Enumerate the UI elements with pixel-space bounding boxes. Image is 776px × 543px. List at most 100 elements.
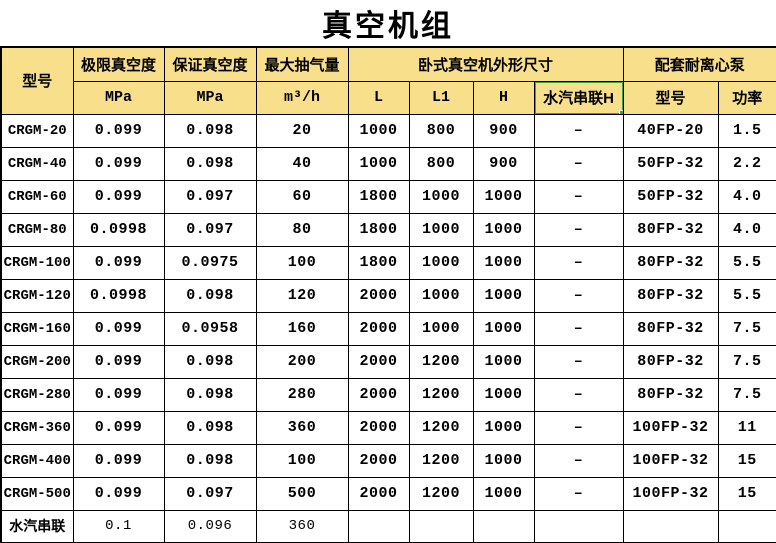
ultimate-vacuum-cell[interactable]: 0.1 [72, 509, 165, 543]
model-cell[interactable]: CRGM-40 [0, 146, 74, 181]
capacity-cell[interactable]: 100 [255, 245, 349, 280]
header-unit-mpa-2[interactable]: MPa [163, 80, 257, 115]
pump-model-cell[interactable]: 100FP-32 [622, 410, 719, 445]
dim-l-cell[interactable]: 2000 [347, 443, 410, 478]
model-cell[interactable]: CRGM-120 [0, 278, 74, 313]
dim-h-cell[interactable] [472, 509, 535, 543]
model-cell[interactable]: CRGM-200 [0, 344, 74, 379]
model-cell[interactable]: CRGM-60 [0, 179, 74, 214]
dim-l1-cell[interactable]: 1000 [408, 278, 474, 313]
ultimate-vacuum-cell[interactable]: 0.099 [72, 344, 165, 379]
pump-power-cell[interactable]: 11 [717, 410, 776, 445]
dim-h-cell[interactable]: 1000 [472, 344, 535, 379]
pump-power-cell[interactable]: 15 [717, 443, 776, 478]
pump-model-cell[interactable] [622, 509, 719, 543]
header-pump-power[interactable]: 功率 [717, 80, 776, 115]
ultimate-vacuum-cell[interactable]: 0.099 [72, 476, 165, 511]
dim-l1-cell[interactable]: 1000 [408, 311, 474, 346]
capacity-cell[interactable]: 40 [255, 146, 349, 181]
model-cell[interactable]: 水汽串联 [0, 509, 74, 543]
dim-l1-cell[interactable]: 1200 [408, 344, 474, 379]
model-cell[interactable]: CRGM-20 [0, 113, 74, 148]
pump-power-cell[interactable]: 4.0 [717, 179, 776, 214]
dim-l1-cell[interactable]: 800 [408, 146, 474, 181]
capacity-cell[interactable]: 360 [255, 509, 349, 543]
guaranteed-vacuum-cell[interactable]: 0.098 [163, 278, 257, 313]
capacity-cell[interactable]: 500 [255, 476, 349, 511]
dim-l1-cell[interactable]: 1000 [408, 245, 474, 280]
ultimate-vacuum-cell[interactable]: 0.099 [72, 443, 165, 478]
guaranteed-vacuum-cell[interactable]: 0.098 [163, 146, 257, 181]
pump-power-cell[interactable]: 4.0 [717, 212, 776, 247]
dim-h-cell[interactable]: 900 [472, 113, 535, 148]
guaranteed-vacuum-cell[interactable]: 0.097 [163, 476, 257, 511]
series-h-cell[interactable]: – [533, 476, 624, 511]
pump-model-cell[interactable]: 80FP-32 [622, 344, 719, 379]
capacity-cell[interactable]: 280 [255, 377, 349, 412]
dim-l-cell[interactable]: 2000 [347, 410, 410, 445]
pump-power-cell[interactable]: 1.5 [717, 113, 776, 148]
model-cell[interactable]: CRGM-500 [0, 476, 74, 511]
pump-model-cell[interactable]: 80FP-32 [622, 212, 719, 247]
dim-l1-cell[interactable]: 1200 [408, 377, 474, 412]
capacity-cell[interactable]: 60 [255, 179, 349, 214]
dim-l-cell[interactable]: 2000 [347, 377, 410, 412]
ultimate-vacuum-cell[interactable]: 0.099 [72, 311, 165, 346]
dim-h-cell[interactable]: 1000 [472, 245, 535, 280]
ultimate-vacuum-cell[interactable]: 0.0998 [72, 212, 165, 247]
header-pump-group[interactable]: 配套耐离心泵 [622, 46, 776, 82]
model-cell[interactable]: CRGM-80 [0, 212, 74, 247]
dim-l-cell[interactable]: 1800 [347, 245, 410, 280]
header-guaranteed-vacuum[interactable]: 保证真空度 [163, 46, 257, 82]
series-h-cell[interactable]: – [533, 344, 624, 379]
header-max-capacity[interactable]: 最大抽气量 [255, 46, 349, 82]
guaranteed-vacuum-cell[interactable]: 0.098 [163, 344, 257, 379]
dim-h-cell[interactable]: 1000 [472, 311, 535, 346]
capacity-cell[interactable]: 200 [255, 344, 349, 379]
guaranteed-vacuum-cell[interactable]: 0.0975 [163, 245, 257, 280]
capacity-cell[interactable]: 80 [255, 212, 349, 247]
dim-l-cell[interactable]: 1800 [347, 212, 410, 247]
series-h-cell[interactable] [533, 509, 624, 543]
ultimate-vacuum-cell[interactable]: 0.099 [72, 410, 165, 445]
guaranteed-vacuum-cell[interactable]: 0.098 [163, 443, 257, 478]
series-h-cell[interactable]: – [533, 113, 624, 148]
series-h-cell[interactable]: – [533, 179, 624, 214]
dim-l-cell[interactable] [347, 509, 410, 543]
header-series-h-selected-cell[interactable]: 水汽串联H [533, 80, 624, 115]
pump-model-cell[interactable]: 50FP-32 [622, 146, 719, 181]
series-h-cell[interactable]: – [533, 443, 624, 478]
dim-l-cell[interactable]: 2000 [347, 311, 410, 346]
ultimate-vacuum-cell[interactable]: 0.099 [72, 245, 165, 280]
pump-model-cell[interactable]: 100FP-32 [622, 443, 719, 478]
guaranteed-vacuum-cell[interactable]: 0.096 [163, 509, 257, 543]
dim-l1-cell[interactable]: 1000 [408, 179, 474, 214]
header-pump-model[interactable]: 型号 [622, 80, 719, 115]
dim-l-cell[interactable]: 2000 [347, 476, 410, 511]
header-model[interactable]: 型号 [0, 46, 74, 115]
guaranteed-vacuum-cell[interactable]: 0.0958 [163, 311, 257, 346]
dim-l-cell[interactable]: 1000 [347, 113, 410, 148]
model-cell[interactable]: CRGM-160 [0, 311, 74, 346]
dim-h-cell[interactable]: 1000 [472, 179, 535, 214]
pump-power-cell[interactable]: 7.5 [717, 344, 776, 379]
dim-h-cell[interactable]: 900 [472, 146, 535, 181]
capacity-cell[interactable]: 100 [255, 443, 349, 478]
ultimate-vacuum-cell[interactable]: 0.0998 [72, 278, 165, 313]
dim-l-cell[interactable]: 1000 [347, 146, 410, 181]
series-h-cell[interactable]: – [533, 278, 624, 313]
pump-model-cell[interactable]: 100FP-32 [622, 476, 719, 511]
pump-model-cell[interactable]: 80FP-32 [622, 245, 719, 280]
dim-h-cell[interactable]: 1000 [472, 212, 535, 247]
guaranteed-vacuum-cell[interactable]: 0.098 [163, 113, 257, 148]
dim-l1-cell[interactable]: 1200 [408, 443, 474, 478]
guaranteed-vacuum-cell[interactable]: 0.098 [163, 410, 257, 445]
dim-h-cell[interactable]: 1000 [472, 476, 535, 511]
header-dim-l[interactable]: L [347, 80, 410, 115]
pump-model-cell[interactable]: 80FP-32 [622, 278, 719, 313]
capacity-cell[interactable]: 20 [255, 113, 349, 148]
capacity-cell[interactable]: 120 [255, 278, 349, 313]
model-cell[interactable]: CRGM-360 [0, 410, 74, 445]
guaranteed-vacuum-cell[interactable]: 0.097 [163, 212, 257, 247]
capacity-cell[interactable]: 160 [255, 311, 349, 346]
